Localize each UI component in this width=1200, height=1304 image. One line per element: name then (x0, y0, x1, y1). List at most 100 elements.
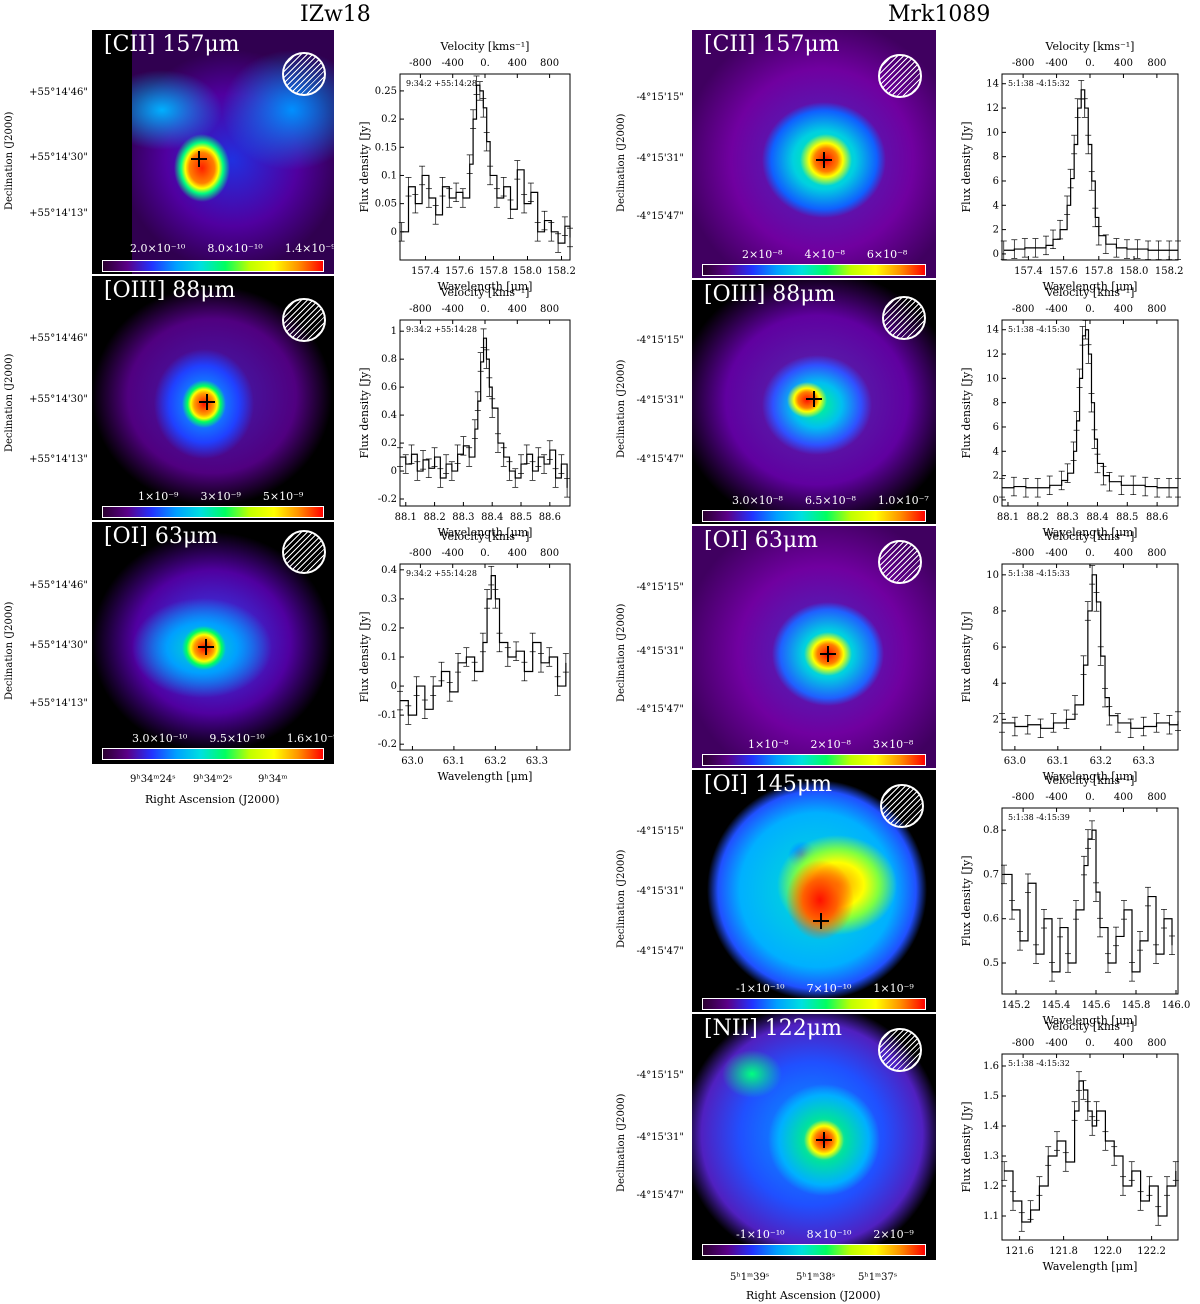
beam-icon (878, 54, 922, 98)
velocity-axis-label: Velocity [kms⁻¹] (1045, 40, 1135, 53)
velocity-tick: 400 (508, 548, 527, 559)
y-tick-label: 12 (986, 349, 999, 360)
beam-icon (282, 298, 326, 342)
y-tick-label: 4 (993, 678, 999, 689)
y-tick-label: 6 (993, 422, 999, 433)
dec-tick: +55°14'46" (29, 87, 88, 98)
flux-axis-label: Flux density [Jy] (960, 121, 973, 212)
x-tick-label: 145.4 (1042, 1000, 1071, 1011)
crosshair-icon (198, 639, 214, 655)
beam-icon (878, 540, 922, 584)
x-tick-label: 157.4 (411, 266, 440, 277)
velocity-tick: -800 (409, 304, 431, 315)
x-tick-label: 88.3 (1056, 512, 1078, 523)
y-tick-label: 10 (986, 570, 999, 581)
velocity-tick: -400 (441, 58, 463, 69)
dec-tick: -4°15'31" (636, 395, 684, 406)
x-tick-label: 145.6 (1082, 1000, 1111, 1011)
velocity-tick: 800 (540, 304, 559, 315)
ra-tick: 9ʰ34ᵐ (258, 774, 288, 785)
y-tick-label: 14 (986, 325, 999, 336)
mrk1089-oiii-label: [OIII] 88μm (704, 282, 836, 307)
y-tick-label: 0.2 (381, 438, 397, 449)
y-tick-label: 0 (391, 227, 397, 238)
x-tick-label: 157.4 (1014, 266, 1043, 277)
x-tick-label: 88.4 (481, 512, 503, 523)
mrk1089-oi63-label: [OI] 63μm (704, 528, 819, 553)
x-tick-label: 122.2 (1137, 1246, 1166, 1257)
y-tick-label: 1.5 (983, 1091, 999, 1102)
y-tick-label: 2 (993, 471, 999, 482)
y-tick-label: 1.3 (983, 1151, 999, 1162)
ra-tick: 9ʰ34ᵐ24ˢ (130, 774, 176, 785)
velocity-tick: 0. (480, 58, 490, 69)
x-tick-label: 88.6 (1146, 512, 1168, 523)
x-tick-label: 121.6 (1005, 1246, 1034, 1257)
dec-axis-label: Declination (J2000) (616, 849, 627, 948)
x-tick-label: 158.2 (1155, 266, 1184, 277)
dec-tick: -4°15'15" (636, 92, 684, 103)
x-tick-label: 88.2 (1027, 512, 1049, 523)
crosshair-icon (191, 151, 207, 167)
dec-tick: +55°14'30" (29, 394, 88, 405)
velocity-tick: -800 (1012, 792, 1034, 803)
y-tick-label: 2 (993, 714, 999, 725)
wavelength-axis-label: Wavelength [μm] (438, 280, 533, 293)
plot-frame (1001, 807, 1179, 995)
spectrum-line (1002, 329, 1178, 489)
y-tick-label: 0.25 (375, 86, 397, 97)
wavelength-axis-label: Wavelength [μm] (1043, 1260, 1138, 1273)
izw18-oi63-label: [OI] 63μm (104, 524, 219, 549)
velocity-tick: 400 (1114, 548, 1133, 559)
position-label: 5:1:38 -4:15:32 (1008, 1059, 1070, 1068)
position-label: 5:1:38 -4:15:33 (1008, 569, 1070, 578)
velocity-tick: 400 (508, 58, 527, 69)
plot-frame (1001, 563, 1179, 751)
dec-axis-label: Declination (J2000) (4, 601, 15, 700)
velocity-tick: 800 (540, 548, 559, 559)
mrk1089-nii-cbar-labels: -1×10⁻¹⁰ 8×10⁻¹⁰ 2×10⁻⁹ (736, 1228, 914, 1241)
spectrum-izw18-oi63: Velocity [kms⁻¹] -800 -400 0. 400 800 9:34:2 +… (358, 530, 571, 783)
x-tick-label: 63.3 (526, 756, 548, 767)
spectrum-line (1004, 829, 1173, 973)
mrk1089-cii-colorbar (702, 264, 926, 276)
y-tick-label: 8 (993, 606, 999, 617)
mrk1089-cii-label: [CII] 157μm (704, 32, 840, 57)
beam-icon (878, 1028, 922, 1072)
velocity-axis-label: Velocity [kms⁻¹] (440, 40, 530, 53)
y-tick-label: 8 (993, 398, 999, 409)
velocity-tick: -800 (409, 548, 431, 559)
ra-tick: 5ʰ1ᵐ37ˢ (858, 1272, 898, 1283)
velocity-tick: 800 (1147, 792, 1166, 803)
x-tick-label: 158.2 (547, 266, 576, 277)
velocity-tick: 800 (1147, 548, 1166, 559)
y-tick-label: 1.4 (983, 1121, 999, 1132)
flux-axis-label: Flux density [Jy] (358, 367, 371, 458)
y-tick-label: 14 (986, 79, 999, 90)
izw18-oiii-label: [OIII] 88μm (104, 278, 236, 303)
mrk1089-oi145-colorbar (702, 998, 926, 1010)
x-tick-label: 145.2 (1002, 1000, 1031, 1011)
flux-axis-label: Flux density [Jy] (960, 855, 973, 946)
velocity-axis-label: Velocity [kms⁻¹] (1045, 286, 1135, 299)
izw18-oi63-map: [OI] 63μm 3.0×10⁻¹⁰ 9.5×10⁻¹⁰ 1.6×10⁻⁹ (92, 522, 334, 764)
crosshair-icon (813, 913, 829, 929)
y-tick-label: 1.1 (983, 1211, 999, 1222)
izw18-cii-label: [CII] 157μm (104, 32, 240, 57)
mrk1089-oi145-map: [OI] 145μm -1×10⁻¹⁰ 7×10⁻¹⁰ 1×10⁻⁹ (692, 770, 936, 1012)
velocity-tick: 0. (1085, 1038, 1095, 1049)
flux-axis-label: Flux density [Jy] (358, 611, 371, 702)
velocity-tick: 800 (1147, 304, 1166, 315)
dec-tick: -4°15'15" (636, 826, 684, 837)
spectrum-line (1003, 89, 1178, 251)
y-tick-label: 10 (986, 127, 999, 138)
mrk1089-title: Mrk1089 (888, 2, 991, 27)
y-tick-label: 0.3 (381, 594, 397, 605)
y-tick-label: 0.6 (381, 382, 397, 393)
position-label: 5:1:38 -4:15:32 (1008, 79, 1070, 88)
mrk1089-nii-label: [NII] 122μm (704, 1016, 842, 1041)
izw18-oiii-map: [OIII] 88μm 1×10⁻⁹ 3×10⁻⁹ 5×10⁻⁹ (92, 276, 334, 520)
y-tick-label: 0 (993, 495, 999, 506)
y-tick-label: 12 (986, 103, 999, 114)
velocity-tick: 400 (1114, 304, 1133, 315)
